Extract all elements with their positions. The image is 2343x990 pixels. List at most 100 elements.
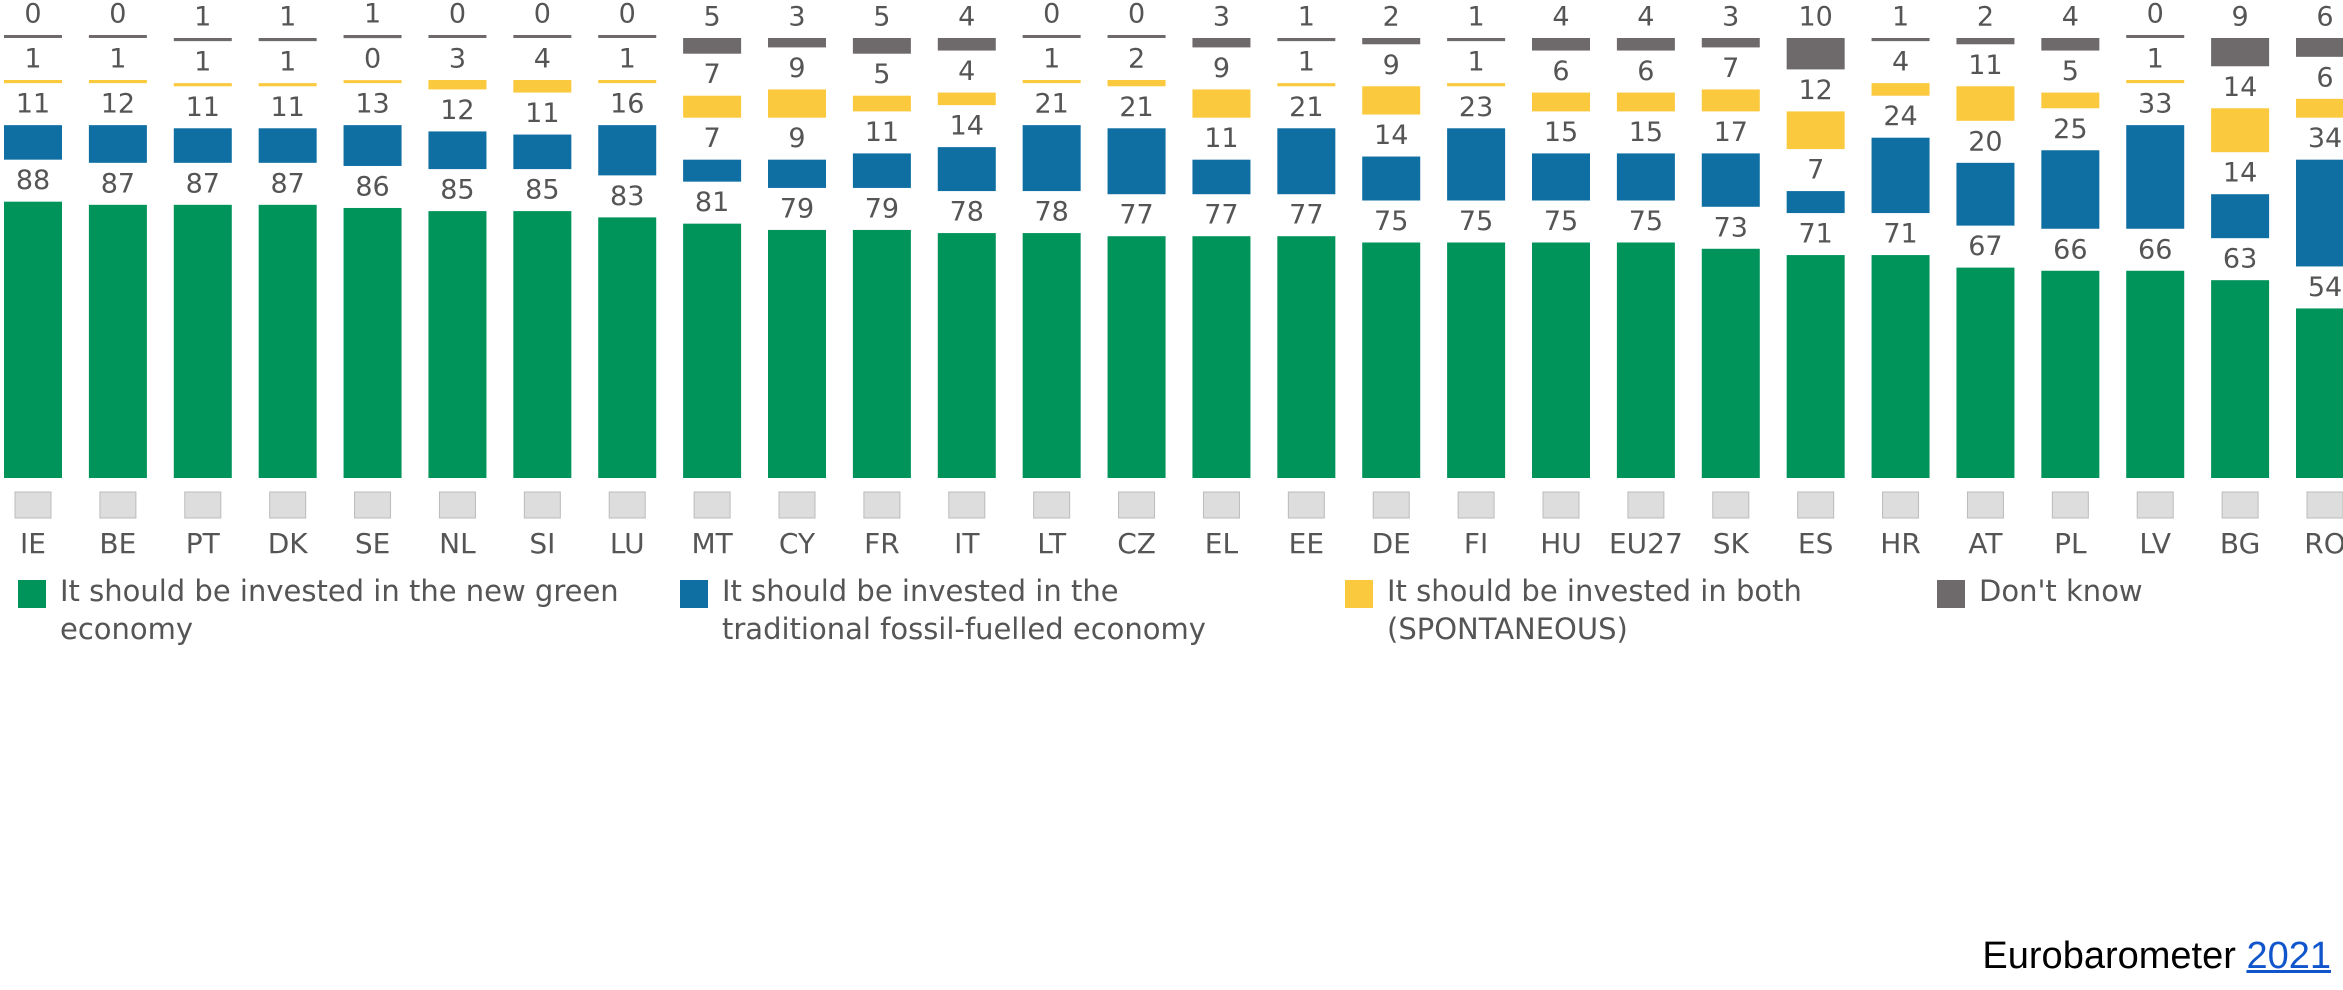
legend-item: Don't know [1937, 572, 2343, 610]
bar-segment [1277, 83, 1336, 87]
value-label: 5 [2062, 56, 2079, 87]
value-label: 20 [1968, 126, 2002, 157]
bar-segment [258, 204, 317, 478]
legend-item: It should be invested in the new green e… [18, 572, 620, 648]
value-label: 1 [279, 2, 296, 33]
value-label: 71 [1883, 219, 1917, 250]
value-label: 21 [1119, 92, 1153, 123]
flag [14, 491, 52, 519]
value-label: 0 [1043, 0, 1060, 30]
legend-label: It should be invested in both (SPONTANEO… [1387, 574, 1802, 646]
flag [99, 491, 137, 519]
bar-segment [1871, 137, 1930, 214]
value-label: 15 [1544, 117, 1578, 148]
flag [693, 491, 731, 519]
value-label: 7 [1807, 155, 1824, 186]
value-label: 71 [1798, 219, 1832, 250]
flag [1542, 491, 1580, 519]
value-label: 1 [1468, 2, 1485, 33]
flag [2136, 491, 2174, 519]
value-label: 0 [619, 0, 636, 30]
bar-segment [937, 38, 996, 51]
bar-segment [2126, 270, 2185, 478]
source-link[interactable]: 2021 [2246, 935, 2331, 977]
bar-segment [88, 125, 147, 163]
value-label: 21 [1034, 89, 1068, 120]
bar-segment [2211, 280, 2270, 478]
value-label: 79 [780, 193, 814, 224]
bar-segment [1616, 92, 1675, 112]
bar-segment [513, 211, 572, 478]
value-label: 12 [440, 95, 474, 126]
value-label: 5 [873, 2, 890, 33]
value-label: 9 [1383, 50, 1400, 81]
legend-item: It should be invested in the traditional… [680, 572, 1242, 648]
bar-segment [513, 35, 572, 38]
value-label: 73 [1714, 212, 1748, 243]
value-label: 0 [364, 44, 381, 75]
bar-segment [1786, 255, 1845, 478]
flag [948, 491, 986, 519]
bar-segment [1701, 38, 1760, 48]
value-label: 25 [2053, 114, 2087, 145]
value-label: 1 [619, 44, 636, 75]
bar-segment [937, 147, 996, 192]
bar-segment [1701, 153, 1760, 207]
bar-segment [937, 92, 996, 106]
value-label: 4 [1552, 2, 1569, 33]
value-label: 11 [1968, 50, 2002, 81]
flag [2051, 491, 2089, 519]
x-tick-label: BG [2220, 527, 2260, 560]
x-tick-label: SI [529, 527, 555, 560]
bar-segment [343, 125, 402, 166]
bar-segment [258, 38, 317, 42]
bar-segment [1022, 80, 1081, 84]
value-label: 4 [1637, 2, 1654, 33]
value-label: 1 [1298, 47, 1315, 78]
bar-segment [173, 38, 232, 42]
bar-segment [1362, 38, 1421, 45]
value-label: 79 [865, 193, 899, 224]
bar-segment [2211, 38, 2270, 67]
bar-segment [1192, 89, 1251, 118]
flag [1287, 491, 1325, 519]
x-tick-label: HU [1540, 527, 1582, 560]
value-label: 1 [2147, 44, 2164, 75]
value-label: 85 [525, 175, 559, 206]
value-label: 11 [865, 117, 899, 148]
bar-segment [4, 35, 62, 38]
value-label: 14 [2223, 72, 2257, 103]
bar-segment [1192, 236, 1251, 478]
value-label: 7 [1722, 53, 1739, 84]
x-tick-label: DK [268, 527, 309, 560]
value-label: 2 [1128, 44, 1145, 75]
value-label: 14 [2223, 158, 2257, 189]
bar-segment [173, 83, 232, 87]
bar-segment [1871, 38, 1930, 42]
bar-segment [258, 83, 317, 87]
value-label: 78 [1034, 197, 1068, 228]
value-label: 4 [958, 2, 975, 33]
value-label: 9 [2232, 2, 2249, 33]
bar-segment [88, 80, 147, 84]
value-label: 2 [1977, 2, 1994, 33]
bar-segment [343, 80, 402, 84]
value-label: 24 [1883, 101, 1917, 132]
value-label: 4 [958, 56, 975, 87]
value-label: 5 [704, 2, 721, 33]
bar-segment [1701, 248, 1760, 478]
bar-segment [1022, 35, 1081, 38]
bar-segment [852, 153, 911, 188]
bar-segment [2296, 38, 2343, 57]
value-label: 77 [1204, 200, 1238, 231]
bar-segment [768, 159, 826, 188]
value-label: 23 [1459, 92, 1493, 123]
bar-segment [1107, 128, 1166, 195]
value-label: 11 [1204, 123, 1238, 154]
value-label: 0 [449, 0, 466, 30]
value-label: 2 [1383, 2, 1400, 33]
value-label: 1 [1468, 47, 1485, 78]
x-tick-label: IE [20, 527, 46, 560]
value-label: 1 [194, 2, 211, 33]
value-label: 10 [1798, 2, 1832, 33]
